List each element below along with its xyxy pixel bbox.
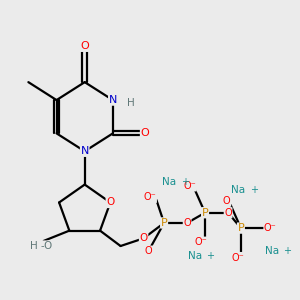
Text: P: P	[202, 208, 208, 218]
Text: O: O	[140, 128, 149, 138]
Text: O: O	[140, 233, 148, 243]
Text: O⁻: O⁻	[195, 237, 208, 247]
Text: +: +	[181, 177, 189, 187]
Text: N: N	[109, 95, 117, 105]
Text: P: P	[238, 223, 244, 233]
Text: +: +	[283, 246, 291, 256]
Text: H: H	[127, 98, 135, 108]
Text: O: O	[224, 208, 232, 218]
Text: O: O	[145, 246, 152, 256]
Text: Na: Na	[265, 246, 279, 256]
Text: Na: Na	[188, 251, 202, 261]
Text: +: +	[250, 185, 258, 195]
Text: O: O	[106, 197, 114, 208]
Text: +: +	[206, 251, 214, 261]
Text: O: O	[183, 218, 191, 228]
Text: O⁻: O⁻	[183, 181, 196, 191]
Text: -O: -O	[40, 241, 52, 251]
Text: N: N	[80, 146, 89, 156]
Text: O: O	[80, 41, 89, 51]
Text: O⁻: O⁻	[264, 223, 277, 233]
Text: Na: Na	[231, 185, 245, 195]
Text: O⁻: O⁻	[232, 253, 245, 262]
Text: Na: Na	[162, 177, 176, 187]
Text: O⁻: O⁻	[144, 192, 156, 203]
Text: H: H	[30, 241, 38, 251]
Text: O: O	[223, 196, 231, 206]
Text: P: P	[161, 218, 167, 228]
